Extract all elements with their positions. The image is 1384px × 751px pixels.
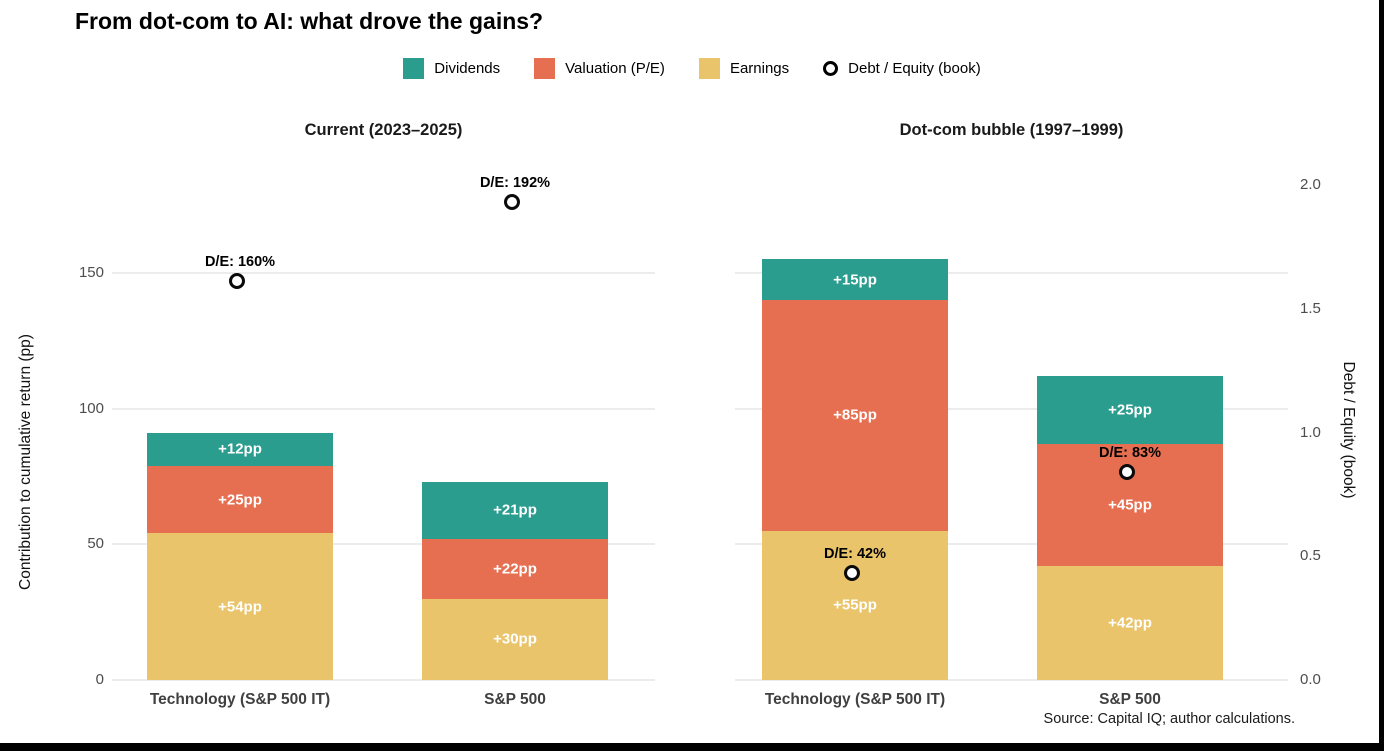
bar-segment-valuation-p-e- xyxy=(422,538,608,599)
legend-label: Dividends xyxy=(434,60,501,77)
segment-label: +21pp xyxy=(493,501,537,519)
segment-label: +15pp xyxy=(833,271,877,289)
left-axis-tick: 0 xyxy=(95,671,104,688)
gridline xyxy=(735,407,1288,410)
segment-label: +12pp xyxy=(218,440,262,458)
left-axis-title: Contribution to cumulative return (pp) xyxy=(17,334,34,590)
swatch-icon xyxy=(403,58,425,79)
debt-equity-label: D/E: 42% xyxy=(823,546,887,563)
right-border xyxy=(1379,0,1384,751)
debt-equity-label: D/E: 83% xyxy=(1098,444,1162,461)
right-axis-tick: 0.5 xyxy=(1300,547,1321,565)
segment-label: +42pp xyxy=(1108,614,1152,632)
bar-segment-valuation-p-e- xyxy=(762,300,948,531)
gridline xyxy=(112,543,655,546)
category-label: Technology (S&P 500 IT) xyxy=(764,691,946,708)
category-label: S&P 500 xyxy=(1099,691,1161,708)
segment-label: +25pp xyxy=(218,491,262,509)
gridline xyxy=(735,272,1288,274)
right-axis-tick: 0.0 xyxy=(1300,671,1321,688)
segment-label: +45pp xyxy=(1108,496,1152,514)
category-label: S&P 500 xyxy=(484,691,546,708)
debt-equity-marker xyxy=(504,193,520,210)
segment-label: +30pp xyxy=(493,630,537,648)
left-axis-tick: 100 xyxy=(78,399,104,417)
debt-equity-label: D/E: 192% xyxy=(479,174,551,191)
legend-label: Valuation (P/E) xyxy=(565,60,665,77)
legend-item-2: Valuation (P/E) xyxy=(534,58,665,79)
legend-item-1: Dividends xyxy=(403,58,500,79)
swatch-icon xyxy=(698,58,720,79)
debt-equity-marker xyxy=(229,273,245,289)
segment-label: +25pp xyxy=(1108,401,1152,419)
gridline xyxy=(112,407,655,410)
gridline xyxy=(112,272,655,274)
segment-label: +54pp xyxy=(218,598,262,616)
legend: Dividends Valuation (P/E) Earnings Debt / E… xyxy=(0,58,1384,79)
source-note: Source: Capital IQ; author calculations. xyxy=(1043,711,1295,727)
right-axis-tick: 2.0 xyxy=(1300,176,1321,193)
gridline xyxy=(735,679,1288,681)
bar-segment-dividends xyxy=(422,481,608,539)
bar-segment-earnings xyxy=(422,598,608,680)
bar-segment-earnings xyxy=(1037,566,1223,680)
legend-label: Earnings xyxy=(729,60,790,77)
bar-segment-dividends xyxy=(1037,376,1223,444)
legend-item-4: Debt / Equity (book) xyxy=(823,60,981,77)
bottom-border xyxy=(0,743,1384,751)
right-axis-tick: 1.5 xyxy=(1300,299,1321,317)
left-axis-tick: 50 xyxy=(87,535,104,553)
segment-label: +22pp xyxy=(493,560,537,578)
gridline xyxy=(735,543,1288,546)
debt-equity-label: D/E: 160% xyxy=(204,254,276,270)
right-axis-tick: 1.0 xyxy=(1300,423,1321,441)
open-circle-icon xyxy=(823,61,839,76)
bar-segment-valuation-p-e- xyxy=(147,465,333,534)
bar-segment-earnings xyxy=(762,530,948,680)
right-axis-title: Debt / Equity (book) xyxy=(1340,361,1357,499)
bar-segment-dividends xyxy=(147,433,333,466)
category-label: Technology (S&P 500 IT) xyxy=(149,691,331,708)
chart-title: From dot-com to AI: what drove the gains… xyxy=(75,8,544,34)
bar-segment-earnings xyxy=(147,533,333,680)
swatch-icon xyxy=(534,58,556,79)
bar-segment-dividends xyxy=(762,259,948,301)
left-axis-tick: 150 xyxy=(78,264,104,281)
legend-label: Debt / Equity (book) xyxy=(848,60,981,77)
segment-label: +85pp xyxy=(833,406,877,424)
debt-equity-marker xyxy=(1119,463,1135,480)
panel-title: Dot-com bubble (1997–1999) xyxy=(899,121,1124,139)
legend-item-3: Earnings xyxy=(698,58,790,79)
panel-title: Current (2023–2025) xyxy=(304,121,463,139)
segment-label: +55pp xyxy=(833,596,877,614)
debt-equity-marker xyxy=(844,565,860,582)
gridline xyxy=(112,679,655,681)
